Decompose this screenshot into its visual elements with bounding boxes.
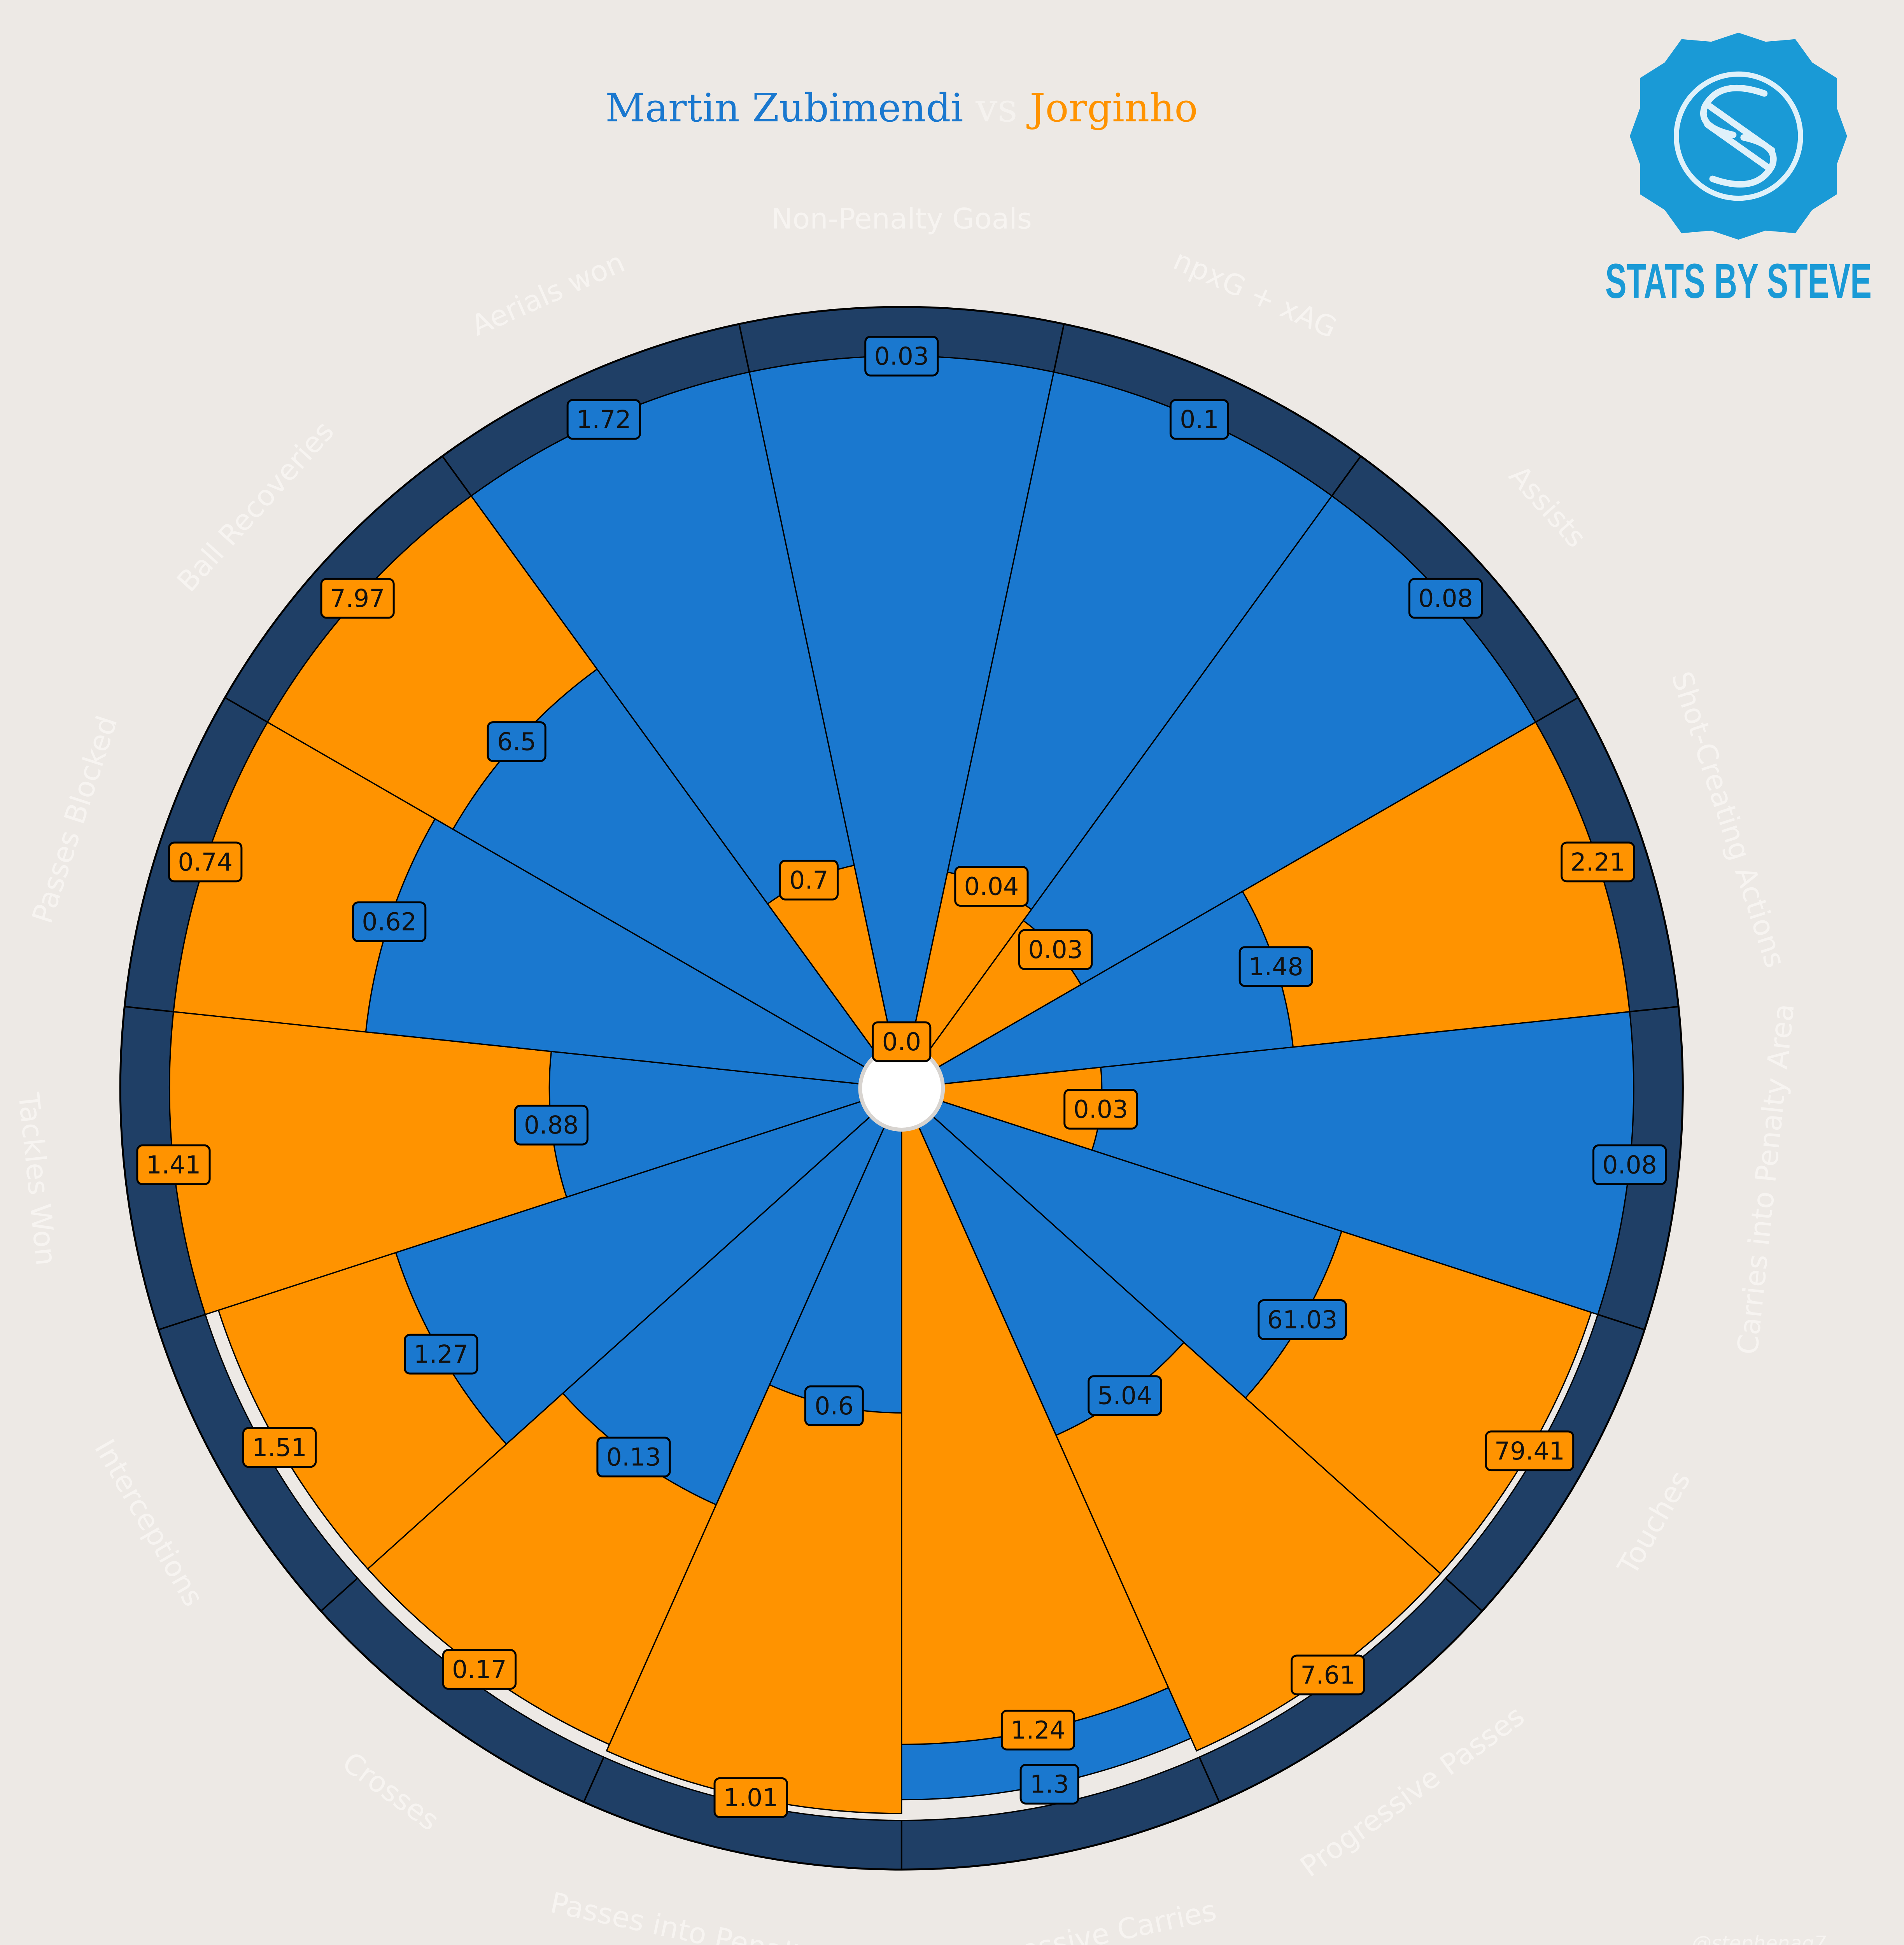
value-label: 1.24 (1011, 1716, 1065, 1745)
value-label: 0.08 (1602, 1150, 1657, 1179)
value-label-box (1169, 399, 1229, 440)
value-label-box (514, 1104, 589, 1146)
value-label: 0.74 (178, 848, 233, 876)
value-label: 0.03 (1028, 935, 1083, 964)
value-label-box (168, 841, 243, 883)
ring-divider (1053, 324, 1065, 372)
value-label-box (1592, 1144, 1667, 1185)
value-label-box (487, 721, 547, 762)
ring-divider (1629, 1006, 1679, 1013)
value-label: 0.08 (1418, 584, 1473, 613)
ring-divider (1198, 1757, 1220, 1803)
value-label: 5.04 (1097, 1381, 1152, 1410)
value-label-box (1000, 1710, 1075, 1750)
value-label: 0.13 (606, 1443, 661, 1472)
title-separator: vs (975, 85, 1018, 130)
logo-symbol (1700, 84, 1777, 188)
value-label: 0.03 (874, 342, 929, 370)
value-label-box (1018, 929, 1093, 970)
value-label: 0.1 (1180, 405, 1219, 434)
value-label-box (442, 1649, 517, 1690)
logo-text: STATS BY STEVE (1605, 254, 1872, 308)
value-label: 6.5 (497, 727, 536, 756)
ring-divider (320, 1577, 358, 1612)
value-label-box (1291, 1654, 1365, 1696)
value-label: 1.48 (1249, 952, 1303, 981)
value-label: 0.0 (882, 1027, 921, 1056)
value-label-box (779, 859, 839, 901)
value-label: 1.01 (723, 1783, 778, 1812)
value-label: 0.6 (814, 1391, 853, 1420)
value-label-box (242, 1427, 317, 1468)
title-player-a: Martin Zubimendi (605, 85, 963, 130)
credit: @stephenaq7 (1692, 1932, 1827, 1945)
value-label-box (1561, 841, 1635, 883)
value-label-box (352, 901, 427, 942)
value-label: 7.97 (330, 584, 385, 613)
value-label: 1.51 (252, 1433, 307, 1462)
value-label-box (1485, 1430, 1575, 1472)
value-label-box (1258, 1299, 1347, 1340)
value-label: 7.61 (1300, 1661, 1355, 1689)
value-label-box (1088, 1375, 1162, 1416)
logo-ring (1674, 71, 1803, 201)
parameter-label: Non-Penalty Goals (771, 202, 1032, 235)
ring-divider (1597, 1314, 1645, 1331)
value-label-box (713, 1777, 788, 1818)
value-label-box (1408, 578, 1483, 619)
value-label-box (872, 1021, 932, 1062)
value-label: 61.03 (1267, 1305, 1338, 1334)
ring-divider (1331, 456, 1362, 497)
value-label: 1.3 (1030, 1770, 1069, 1798)
value-label-box (954, 866, 1029, 907)
ring-divider (124, 1006, 174, 1013)
value-label-box (596, 1437, 671, 1477)
value-label: 0.62 (362, 908, 417, 936)
value-label-box (320, 578, 395, 619)
value-label: 0.04 (964, 872, 1019, 901)
value-label-box (566, 399, 641, 440)
value-label: 1.41 (146, 1150, 201, 1179)
chart-title: Martin Zubimendi vs Jorginho (605, 85, 1198, 130)
logo: STATS BY STEVE (1605, 33, 1872, 308)
value-label-box (136, 1144, 211, 1185)
ring-divider (1445, 1577, 1483, 1612)
value-label-box (404, 1333, 478, 1375)
ring-divider (1535, 697, 1579, 723)
value-label: 79.41 (1494, 1437, 1565, 1465)
value-label-box (1238, 946, 1313, 987)
ring-divider (441, 456, 472, 497)
ring-divider (224, 697, 268, 723)
value-label: 0.17 (452, 1655, 507, 1684)
value-label: 2.21 (1571, 848, 1625, 876)
value-label: 0.7 (789, 866, 828, 894)
ring-divider (583, 1757, 605, 1803)
title-player-b: Jorginho (1026, 85, 1198, 130)
value-label: 0.88 (524, 1111, 579, 1139)
ring-divider (738, 324, 750, 372)
ring-divider (158, 1314, 206, 1331)
logo-badge (1630, 33, 1847, 240)
value-label-box (864, 335, 939, 377)
value-label: 0.03 (1074, 1095, 1128, 1123)
value-label-box (804, 1385, 864, 1426)
value-label: 1.72 (576, 405, 631, 434)
value-label-box (1019, 1764, 1079, 1805)
value-label: 1.27 (413, 1340, 468, 1369)
value-label-box (1063, 1088, 1138, 1130)
